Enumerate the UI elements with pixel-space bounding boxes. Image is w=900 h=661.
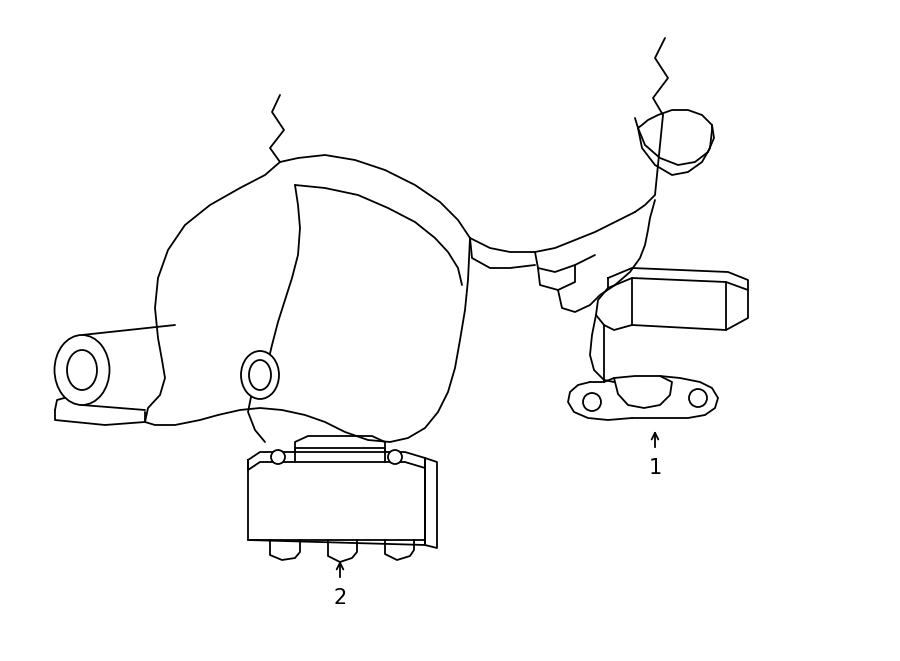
Ellipse shape <box>249 360 271 390</box>
Circle shape <box>583 393 601 411</box>
Circle shape <box>271 450 285 464</box>
Circle shape <box>388 450 402 464</box>
Circle shape <box>689 389 707 407</box>
Ellipse shape <box>67 350 97 390</box>
Ellipse shape <box>55 335 110 405</box>
Text: 1: 1 <box>648 458 662 478</box>
Text: 2: 2 <box>333 588 346 608</box>
Ellipse shape <box>241 351 279 399</box>
